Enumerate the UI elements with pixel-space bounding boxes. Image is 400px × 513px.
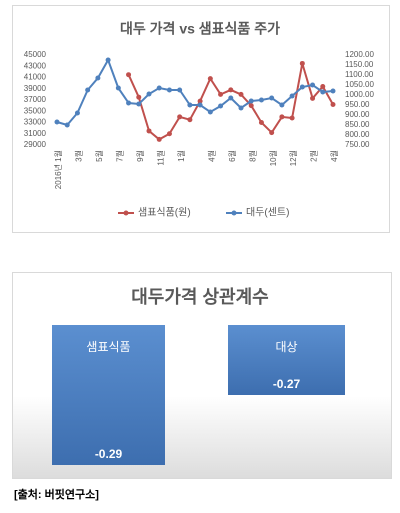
- data-point: [166, 87, 172, 93]
- y-tick-label: 33000: [24, 118, 47, 127]
- data-point: [115, 85, 121, 91]
- source: [출처: 버핏연구소]: [14, 487, 99, 501]
- x-tick-label: 4월: [329, 150, 339, 162]
- data-point: [320, 89, 326, 95]
- x-tick-label: 1월: [176, 150, 186, 162]
- y2-tick-label: 900.00: [345, 110, 370, 119]
- x-tick-label: 11월: [155, 150, 165, 166]
- data-point: [279, 102, 285, 108]
- data-point: [310, 82, 316, 88]
- y-tick-label: 41000: [24, 73, 47, 82]
- data-point: [166, 131, 172, 137]
- data-point: [177, 87, 183, 93]
- data-point: [187, 102, 193, 108]
- data-point: [197, 98, 203, 104]
- data-point: [207, 109, 213, 115]
- data-point: [238, 91, 244, 97]
- x-tick-label: 3월: [74, 150, 84, 162]
- data-point: [310, 95, 316, 101]
- chart-panel: [12, 5, 390, 233]
- data-point: [238, 105, 244, 111]
- y-tick-label: 43000: [24, 61, 47, 70]
- y2-tick-label: 750.00: [345, 140, 370, 149]
- data-point: [228, 95, 234, 101]
- data-point: [146, 91, 152, 97]
- data-point: [64, 122, 70, 128]
- data-point: [218, 103, 224, 109]
- data-point: [330, 88, 336, 94]
- value-label: -0.27: [273, 377, 301, 391]
- data-point: [258, 97, 264, 103]
- data-point: [197, 102, 203, 108]
- y2-tick-label: 950.00: [345, 100, 370, 109]
- x-tick-label: 2016년 1월: [53, 150, 63, 189]
- data-point: [207, 76, 213, 82]
- data-point: [136, 101, 142, 107]
- data-point: [95, 75, 101, 81]
- legend-label: 샘표식품(원): [138, 207, 191, 219]
- category-label: 대상: [275, 340, 297, 354]
- y2-tick-label: 1150.00: [345, 60, 374, 69]
- x-tick-label: 5월: [94, 150, 104, 162]
- y-tick-label: 45000: [24, 50, 47, 59]
- data-point: [258, 120, 264, 125]
- chart-title: 대두 가격 vs 샘표식품 주가: [120, 21, 280, 37]
- y-tick-label: 29000: [24, 140, 47, 149]
- data-point: [187, 117, 193, 123]
- data-point: [330, 102, 336, 107]
- data-point: [218, 91, 224, 97]
- legend-label: 대두(센트): [246, 207, 289, 219]
- data-point: [269, 130, 275, 136]
- x-tick-label: 12월: [288, 150, 298, 166]
- y-tick-label: 39000: [24, 84, 47, 93]
- data-point: [146, 128, 152, 134]
- value-label: -0.29: [95, 447, 123, 461]
- y-tick-label: 37000: [24, 95, 47, 104]
- data-point: [299, 60, 305, 66]
- y2-tick-label: 800.00: [345, 130, 370, 139]
- legend-marker: [231, 210, 237, 216]
- data-point: [85, 87, 91, 93]
- x-tick-label: 7월: [114, 150, 124, 162]
- data-point: [289, 93, 295, 99]
- x-tick-label: 2월: [309, 150, 319, 162]
- x-tick-label: 6월: [227, 150, 237, 162]
- y-tick-label: 35000: [24, 106, 47, 115]
- data-point: [105, 57, 111, 63]
- chart-title: 대두가격 상관계수: [131, 287, 268, 307]
- series-line: [56, 57, 334, 127]
- data-point: [126, 72, 132, 78]
- bar: [228, 325, 345, 395]
- y2-tick-label: 1100.00: [345, 70, 374, 79]
- data-point: [177, 114, 183, 120]
- y2-tick-label: 1050.00: [345, 80, 374, 89]
- data-point: [248, 98, 254, 104]
- data-point: [126, 100, 132, 106]
- data-point: [299, 84, 305, 90]
- bar: [52, 325, 165, 465]
- category-label: 샘표식품: [86, 340, 130, 354]
- x-tick-label: 9월: [135, 150, 145, 162]
- y2-tick-label: 850.00: [345, 120, 370, 129]
- y2-tick-label: 1000.00: [345, 90, 374, 99]
- y-tick-label: 31000: [24, 129, 47, 138]
- data-point: [269, 95, 275, 101]
- y2-tick-label: 1200.00: [345, 50, 374, 59]
- data-point: [156, 85, 162, 91]
- data-point: [136, 94, 142, 100]
- data-point: [156, 136, 162, 142]
- x-tick-label: 10월: [268, 150, 278, 166]
- x-tick-label: 8월: [247, 150, 257, 162]
- data-point: [228, 87, 234, 93]
- x-tick-label: 4월: [206, 150, 216, 162]
- data-point: [54, 119, 60, 125]
- data-point: [74, 110, 80, 116]
- data-point: [279, 114, 285, 120]
- legend-marker: [123, 210, 129, 216]
- data-point: [320, 84, 326, 89]
- data-point: [248, 103, 254, 109]
- data-point: [289, 115, 295, 121]
